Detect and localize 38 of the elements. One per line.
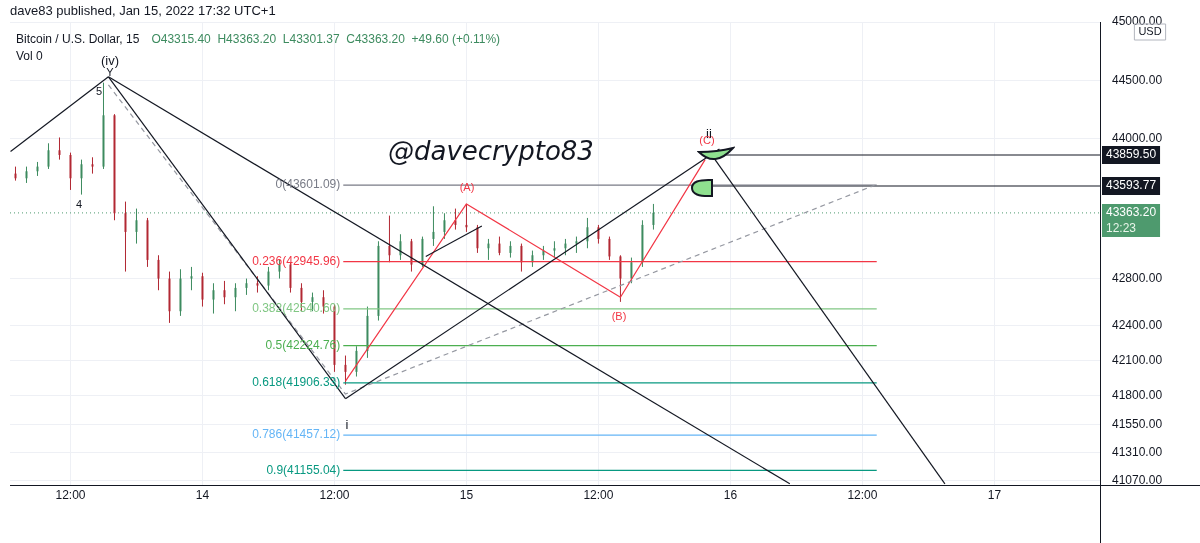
y-tick-label: 41070.00	[1112, 472, 1163, 487]
data-label: 43593.77	[1106, 178, 1157, 193]
y-axis-title: USD	[1138, 25, 1162, 38]
annotation: (B)	[611, 310, 627, 323]
ref-line-label: 43363.20	[1106, 205, 1157, 220]
annotation: 5	[95, 85, 103, 98]
x-tick-label: 14	[195, 487, 210, 502]
x-tick-label: 12:00	[319, 487, 350, 502]
series-label: 0.236(42945.96)	[252, 253, 341, 268]
annotation: (A)	[459, 181, 475, 194]
x-tick-label: 17	[987, 487, 1002, 502]
x-tick-label: 16	[723, 487, 738, 502]
x-tick-label: 12:00	[847, 487, 878, 502]
text: O43315.40 H43363.20 L43301.37 C43363.20 +49.60 (+0.11%)	[151, 32, 501, 47]
text: Bitcoin / U.S. Dollar, 15	[16, 32, 140, 47]
y-tick-label: 41310.00	[1112, 444, 1163, 459]
y-tick-label: 42800.00	[1112, 270, 1163, 285]
annotation: @davecrypto83	[388, 135, 594, 166]
data-label: 43859.50	[1106, 147, 1157, 162]
annotation: ii	[706, 125, 712, 141]
y-tick-label: 41550.00	[1112, 416, 1163, 431]
annotation: (iv)	[100, 52, 120, 68]
y-tick-label: 44500.00	[1112, 72, 1163, 87]
text: 12:23	[1106, 221, 1137, 236]
text: dave83 published, Jan 15, 2022 17:32 UTC+1	[10, 2, 276, 18]
series-label: 0.9(41155.04)	[266, 462, 341, 477]
x-tick-label: 12:00	[583, 487, 614, 502]
series-label: 0.786(41457.12)	[252, 427, 341, 442]
annotation: i	[345, 416, 349, 432]
y-tick-label: 44000.00	[1112, 130, 1163, 145]
x-tick-label: 12:00	[55, 487, 86, 502]
y-tick-label: 41800.00	[1112, 387, 1163, 402]
y-tick-label: 42100.00	[1112, 352, 1163, 367]
y-tick-label: 42400.00	[1112, 317, 1163, 332]
annotation: 4	[75, 198, 83, 211]
annotation: Vol 0	[16, 49, 44, 64]
x-tick-label: 15	[459, 487, 474, 502]
annotation: Y	[106, 66, 115, 79]
